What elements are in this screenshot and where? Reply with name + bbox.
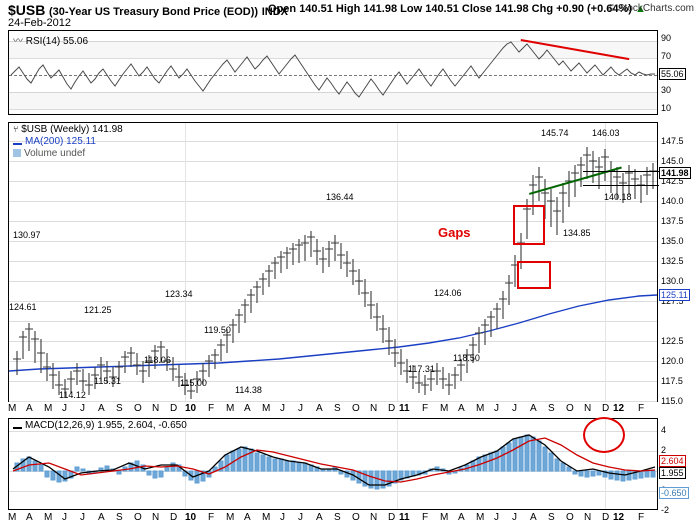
price-label-136-44: 136.44 [326,192,354,202]
low-label: Low [400,3,423,15]
price-ytick-117-5: 117.5 [661,376,683,386]
price-candlesticks [13,147,657,399]
price-ytick-147-5: 147.5 [661,136,684,146]
price-legend-3-text: Volume undef [24,148,86,159]
price-label-146-03: 146.03 [592,128,620,138]
rsi-ytick-90: 90 [661,33,672,43]
price-label-121-25: 121.25 [84,305,112,315]
gap-box-lower [517,261,551,289]
price-label-140-18: 140.18 [604,192,632,202]
price-ytick-135-0: 135.0 [661,236,684,246]
price-legend-2-text: MA(200) 125.11 [25,136,96,147]
price-ytick-122-5: 122.5 [661,336,684,346]
open-value: 140.51 [299,3,333,15]
support-line [583,185,659,186]
line-icon [13,427,22,429]
gap-box-upper [513,205,545,245]
price-ytick-115-0: 115.0 [661,396,683,406]
price-label-114-38: 114.38 [235,385,262,395]
price-ytick-120-0: 120.0 [661,356,684,366]
price-label-134-85: 134.85 [563,228,591,238]
price-ytick-132-5: 132.5 [661,256,684,266]
price-legend-3: Volume undef [13,148,85,159]
chart-header: $USB (30-Year US Treasury Bond Price (EO… [0,0,700,30]
rsi-ytick-10: 10 [661,103,672,113]
exchange-text: INDX [261,6,288,18]
price-label-114-12: 114.12 [59,390,86,400]
chg-value: +0.90 (+0.64%) [556,3,632,15]
rsi-panel: 〰 RSI(14) 55.06 [8,30,658,115]
close-label: Close [461,3,492,15]
page-title: $USB (30-Year US Treasury Bond Price (EO… [8,2,288,18]
macd-legend-text: MACD(12,26,9) 1.955, 2.604, -0.650 [25,420,187,431]
price-legend-2: MA(200) 125.11 [13,136,96,147]
macd-ytick-2: 2 [661,445,667,455]
price-ytick-142-5: 142.5 [661,176,684,186]
price-label-130-97: 130.97 [13,230,41,240]
price-label-124-06: 124.06 [434,288,462,298]
price-label-115-31: 115.31 [94,376,121,386]
price-label-115-00: 115.00 [180,378,207,388]
close-value: 141.98 [494,3,529,15]
macd-lines [12,434,656,486]
gaps-annotation: Gaps [438,225,471,240]
high-label: High [335,3,361,15]
macd-signal-tag: 2.604 [659,455,686,467]
price-label-117-31: 117.31 [408,364,435,374]
price-ytick-137-5: 137.5 [661,216,684,226]
rsi-line [10,41,655,98]
symbol-description: (30-Year US Treasury Bond Price (EOD)) [48,6,259,18]
open-label: Open [268,3,297,15]
rsi-legend: 〰 RSI(14) 55.06 [13,32,88,47]
price-legend-1-text: $USB (Weekly) 141.98 [21,124,123,135]
bar-icon [13,149,21,157]
price-label-124-61: 124.61 [9,302,37,312]
price-label-118-50: 118.50 [453,353,480,363]
rsi-value-tag: 55.06 [659,68,686,80]
macd-legend: MACD(12,26,9) 1.955, 2.604, -0.650 [13,420,187,431]
wave-icon: 〰 [13,36,23,47]
rsi-ytick-70: 70 [661,51,672,61]
quote-bar: Open 140.51 High 141.98 Low 140.51 Close… [268,3,646,15]
macd-hist-tag: -0.650 [659,487,689,499]
line-icon [13,143,22,145]
rsi-ytick-30: 30 [661,85,672,95]
source-label: © StockCharts.com [607,3,694,14]
symbol-text: $USB [8,2,46,18]
price-ytick-145-0: 145.0 [661,156,684,166]
price-ytick-127-5: 127.5 [661,296,684,306]
macd-ytick-neg2: -2 [661,505,670,515]
macd-value-tag: 1.955 [659,467,686,479]
price-label-118-06: 118.06 [144,355,171,365]
price-legend-1: ⑂ $USB (Weekly) 141.98 [13,124,123,135]
price-ytick-130-0: 130.0 [661,276,684,286]
resistance-line [583,171,659,172]
quote-date: 24-Feb-2012 [8,17,71,29]
chg-label: Chg [531,3,554,15]
high-value: 141.98 [363,3,398,15]
price-panel: ⑂ $USB (Weekly) 141.98 MA(200) 125.11 Vo… [8,122,659,402]
ma200-tag: 125.11 [659,289,690,301]
macd-panel: MACD(12,26,9) 1.955, 2.604, -0.650 [8,417,658,510]
low-value: 140.51 [425,3,459,15]
price-label-123-34: 123.34 [165,289,193,299]
up-arrow-icon: ▲ [635,3,646,15]
macd-crossover-marker [583,417,625,453]
price-last-tag: 141.98 [659,167,691,179]
price-label-145-74: 145.74 [541,128,569,138]
macd-ytick-4: 4 [661,425,667,435]
price-ytick-140-0: 140.0 [661,196,684,206]
rsi-legend-text: RSI(14) 55.06 [25,36,89,47]
candlestick-icon: ⑂ [13,124,19,134]
price-label-119-50: 119.50 [204,325,231,335]
